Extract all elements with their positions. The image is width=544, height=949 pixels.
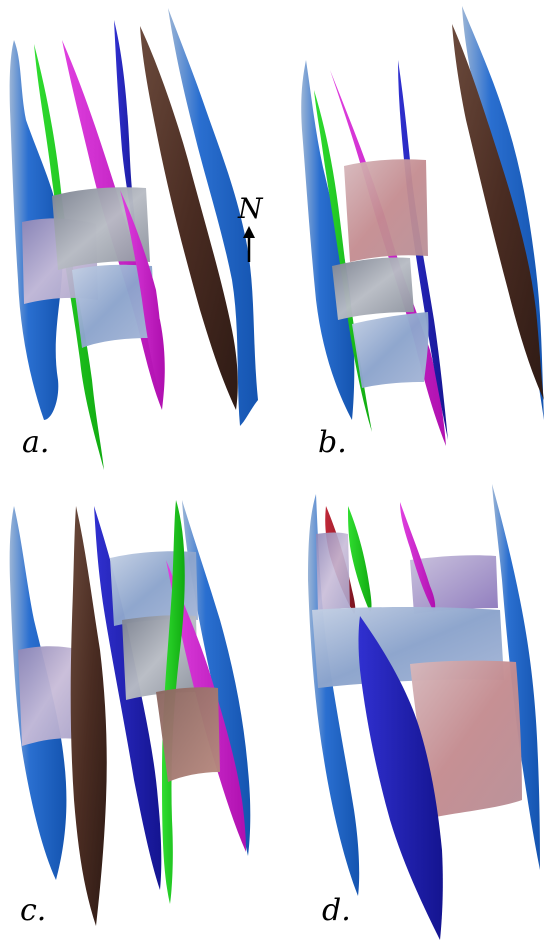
slab-light-blue — [352, 312, 429, 388]
brown-surface — [140, 26, 238, 410]
slab-gray — [332, 257, 414, 320]
blue-surface-left — [301, 60, 355, 420]
panel-c: c. — [9, 500, 251, 928]
panel-d: d. — [308, 484, 540, 940]
brown-surface — [70, 506, 107, 926]
slab-pink — [410, 660, 522, 818]
slab-pink — [344, 159, 428, 262]
north-label: N — [237, 192, 264, 225]
blue-surface-right — [168, 8, 258, 426]
magenta-surface — [400, 502, 436, 612]
navy-surface — [358, 616, 443, 940]
panel-label-a: a. — [22, 425, 49, 460]
panel-label-d: d. — [322, 893, 351, 928]
magenta-front — [120, 190, 163, 400]
slab-lavender — [18, 646, 82, 746]
panel-b: b. — [301, 6, 544, 460]
arrow-up-icon — [243, 226, 255, 262]
panel-label-c: c. — [20, 893, 46, 928]
panel-label-b: b. — [318, 425, 347, 460]
panel-a: a. N — [9, 8, 264, 470]
navy-surface — [398, 60, 448, 440]
slab-pink-brown — [156, 687, 220, 782]
green-surface — [348, 506, 372, 612]
slab-lavender-top — [316, 532, 350, 612]
brown-surface — [452, 24, 544, 400]
magenta-surface — [330, 70, 446, 446]
navy-surface — [114, 20, 140, 260]
green-surface — [314, 90, 372, 432]
slab-light-blue — [72, 264, 153, 348]
